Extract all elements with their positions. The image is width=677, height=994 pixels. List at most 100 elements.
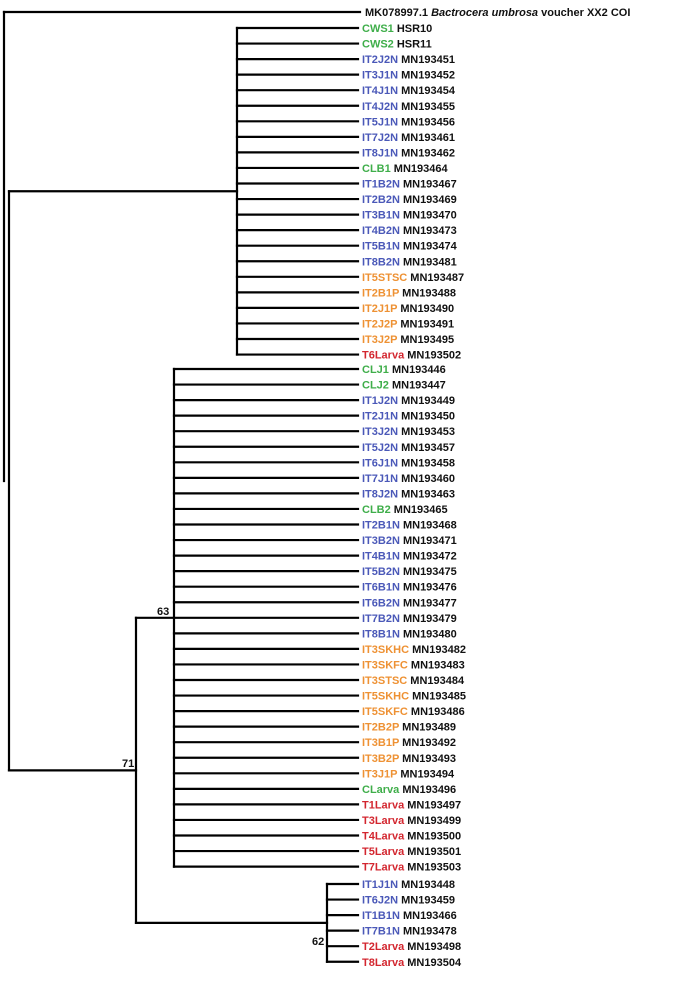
taxon-label: CLJ1 MN193446 <box>362 364 446 376</box>
taxon-accession: MN193489 <box>399 722 456 734</box>
taxon-label: IT5B1N MN193474 <box>362 241 458 253</box>
taxon-accession: MN193496 <box>399 784 456 796</box>
taxon-accession: MN193497 <box>404 799 461 811</box>
taxon-accession: MN193479 <box>400 613 457 625</box>
taxon-accession: MN193475 <box>400 566 457 578</box>
taxon-label: CWS2 HSR11 <box>362 39 432 51</box>
taxon-code: CWS2 <box>362 39 394 51</box>
taxon-label: T4Larva MN193500 <box>362 831 461 843</box>
taxon-accession: HSR10 <box>394 23 433 35</box>
taxon-accession: MN193456 <box>398 116 455 128</box>
taxon-code: IT2B2P <box>362 722 399 734</box>
taxon-code: IT7B1N <box>362 926 400 938</box>
taxon-code: T2Larva <box>362 941 405 953</box>
taxon-label: IT1J2N MN193449 <box>362 395 455 407</box>
taxon-code: IT2B1N <box>362 520 400 532</box>
taxon-accession: MN193449 <box>398 395 455 407</box>
taxon-accession: MN193487 <box>407 272 464 284</box>
taxon-accession: MN193466 <box>400 910 457 922</box>
taxon-accession: MN193469 <box>400 194 457 206</box>
taxon-label: CWS1 HSR10 <box>362 23 432 35</box>
taxon-accession: MN193451 <box>398 54 455 66</box>
taxon-label: IT3J1P MN193494 <box>362 768 455 780</box>
taxon-code: IT7J2N <box>362 132 398 144</box>
taxon-accession: MN193459 <box>398 895 455 907</box>
taxon-label: IT8J1N MN193462 <box>362 147 455 159</box>
taxon-label: IT1B2N MN193467 <box>362 179 457 191</box>
outgroup-suffix: voucher XX2 COI <box>541 7 630 19</box>
taxon-label: T1Larva MN193497 <box>362 799 461 811</box>
taxon-accession: MN193491 <box>397 318 454 330</box>
taxon-accession: MN193467 <box>400 179 457 191</box>
taxon-label: IT6B2N MN193477 <box>362 597 457 609</box>
taxon-accession: MN193481 <box>400 256 457 268</box>
taxon-label: IT2B2P MN193489 <box>362 722 456 734</box>
taxon-accession: MN193493 <box>399 753 456 765</box>
taxon-accession: MN193498 <box>404 941 461 953</box>
taxon-code: IT1J1N <box>362 879 398 891</box>
outgroup-species: Bactrocera umbrosa <box>431 7 538 19</box>
taxon-accession: MN193490 <box>397 303 454 315</box>
taxon-accession: MN193448 <box>398 879 455 891</box>
taxon-code: CLarva <box>362 784 400 796</box>
bootstrap-label-63: 63 <box>157 606 169 618</box>
outgroup-accession: MK078997.1 <box>365 7 428 19</box>
taxon-code: IT5B1N <box>362 241 400 253</box>
taxon-code: CLJ2 <box>362 380 389 392</box>
taxon-label: IT3STSC MN193484 <box>362 675 465 687</box>
taxon-accession: MN193488 <box>399 287 456 299</box>
taxon-code: IT3B2N <box>362 535 400 547</box>
outgroup-label: MK078997.1 Bactrocera umbrosa voucher XX… <box>365 7 630 19</box>
taxon-code: T7Larva <box>362 862 405 874</box>
taxon-code: IT4B2N <box>362 225 400 237</box>
taxon-accession: MN193461 <box>398 132 455 144</box>
taxon-code: T1Larva <box>362 799 405 811</box>
taxon-accession: MN193468 <box>400 520 457 532</box>
taxon-accession: MN193458 <box>398 457 455 469</box>
taxon-label: IT6J1N MN193458 <box>362 457 455 469</box>
taxon-accession: MN193499 <box>404 815 461 827</box>
taxon-label: T2Larva MN193498 <box>362 941 461 953</box>
taxon-code: IT5J1N <box>362 116 398 128</box>
taxon-code: IT1B1N <box>362 910 400 922</box>
taxon-accession: MN193478 <box>400 926 457 938</box>
taxon-label: IT7J2N MN193461 <box>362 132 455 144</box>
taxon-code: IT3STSC <box>362 675 407 687</box>
taxon-accession: MN193482 <box>409 644 466 656</box>
taxon-code: CLB2 <box>362 504 391 516</box>
taxon-label: IT2J2N MN193451 <box>362 54 455 66</box>
taxon-label: T5Larva MN193501 <box>362 846 461 858</box>
taxon-label: CLB2 MN193465 <box>362 504 448 516</box>
taxon-accession: MN193477 <box>400 597 457 609</box>
taxon-label: IT5J1N MN193456 <box>362 116 455 128</box>
bootstrap-label-62: 62 <box>312 936 324 948</box>
taxon-label: IT2B1P MN193488 <box>362 287 456 299</box>
taxon-label: IT1J1N MN193448 <box>362 879 455 891</box>
taxon-label: IT3SKHC MN193482 <box>362 644 466 656</box>
taxon-accession: MN193447 <box>389 380 446 392</box>
taxon-label: T7Larva MN193503 <box>362 862 461 874</box>
taxon-label: CLB1 MN193464 <box>362 163 448 175</box>
taxon-code: IT4J1N <box>362 85 398 97</box>
taxon-label: IT7J1N MN193460 <box>362 473 455 485</box>
taxon-label: IT4B1N MN193472 <box>362 551 457 563</box>
taxon-label: IT7B2N MN193479 <box>362 613 457 625</box>
taxon-label: IT2J2P MN193491 <box>362 318 454 330</box>
taxon-accession: MN193463 <box>398 488 455 500</box>
taxon-label: IT3B1P MN193492 <box>362 737 456 749</box>
taxon-label: IT4B2N MN193473 <box>362 225 457 237</box>
taxon-accession: HSR11 <box>394 39 432 51</box>
taxon-label: IT5B2N MN193475 <box>362 566 457 578</box>
taxon-code: IT8J2N <box>362 488 398 500</box>
taxon-label: IT4J1N MN193454 <box>362 85 456 97</box>
taxon-label: IT8B2N MN193481 <box>362 256 457 268</box>
taxon-accession: MN193455 <box>398 101 455 113</box>
taxon-label: IT4J2N MN193455 <box>362 101 455 113</box>
taxon-accession: MN193465 <box>391 504 448 516</box>
taxon-accession: MN193474 <box>400 241 458 253</box>
taxon-accession: MN193454 <box>398 85 456 97</box>
taxon-label: T3Larva MN193499 <box>362 815 461 827</box>
taxon-label: IT3B2P MN193493 <box>362 753 456 765</box>
taxon-label: IT3SKFC MN193483 <box>362 659 465 671</box>
taxon-code: IT3SKHC <box>362 644 409 656</box>
